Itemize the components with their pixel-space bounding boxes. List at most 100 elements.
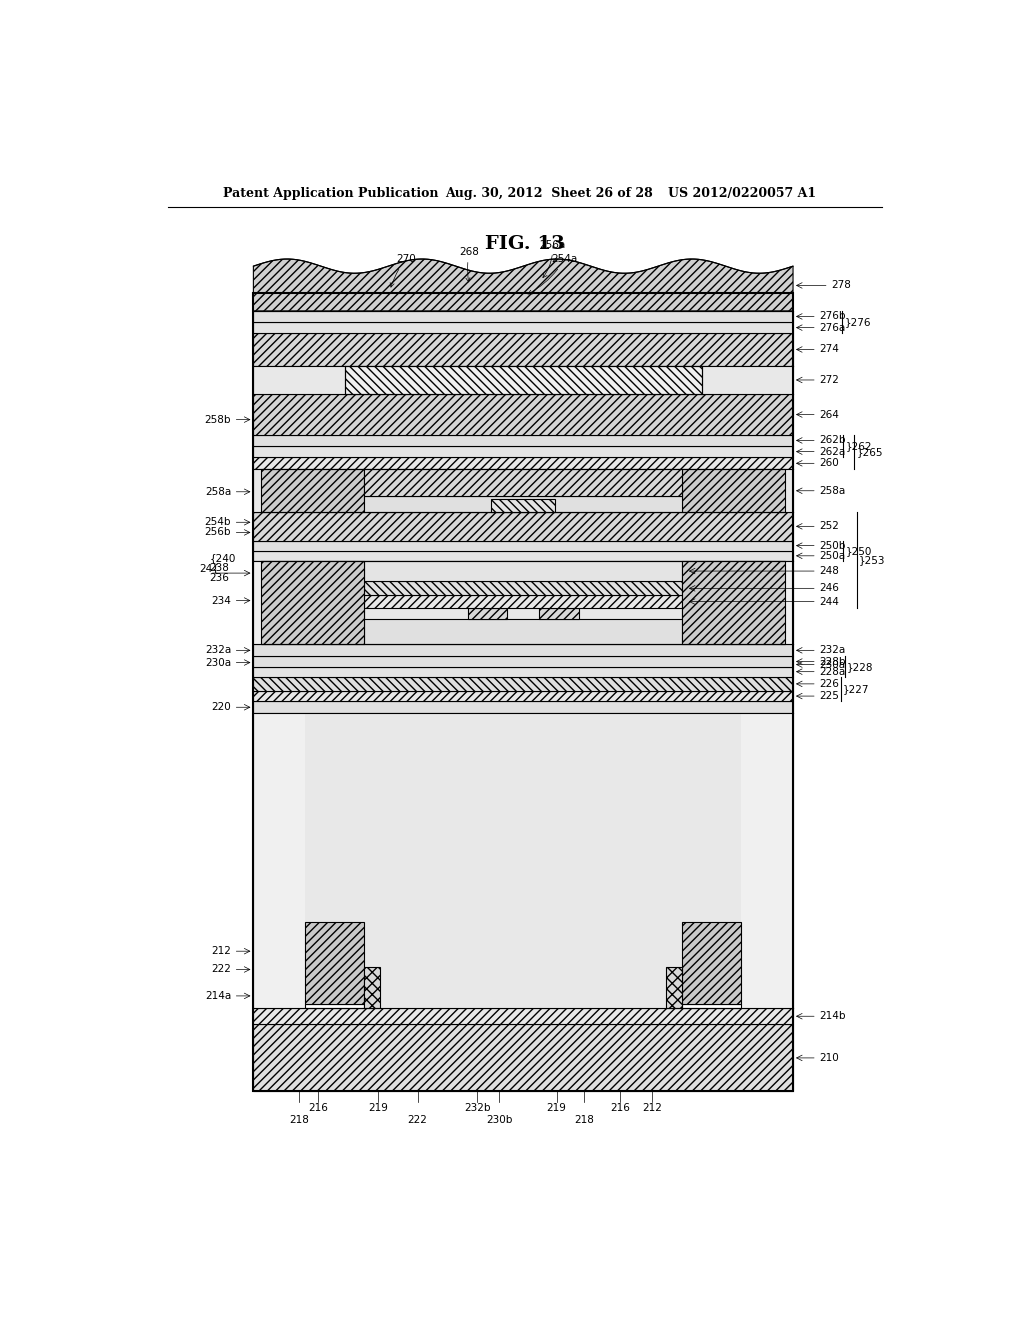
Bar [253,656,793,667]
Text: 226: 226 [819,678,839,689]
Text: 230a: 230a [205,657,231,668]
Text: 250a: 250a [819,550,846,561]
Bar [365,496,682,512]
Text: }228: }228 [847,661,873,672]
Text: 252: 252 [819,521,839,532]
Text: 258a: 258a [819,486,846,496]
Text: 228b: 228b [819,656,846,667]
Text: }262: }262 [846,441,871,451]
Bar [305,1005,365,1008]
Bar [365,619,682,644]
Text: Aug. 30, 2012  Sheet 26 of 28: Aug. 30, 2012 Sheet 26 of 28 [445,187,653,201]
Bar [666,968,682,1008]
Text: 232b: 232b [464,1102,490,1113]
Text: 228a: 228a [819,667,846,677]
Text: 250b: 250b [819,541,846,550]
Text: 218: 218 [290,1115,309,1125]
Text: 262a: 262a [819,446,846,457]
Bar [253,1008,793,1024]
Text: {240: {240 [210,553,237,562]
Bar [253,293,793,1092]
Bar [682,561,785,644]
Bar [305,921,365,1005]
Bar [741,713,793,1008]
Bar [261,470,365,512]
Text: 225: 225 [819,692,839,701]
Text: 258b: 258b [205,414,231,425]
Bar [682,921,741,1005]
Text: 274: 274 [819,345,839,355]
Bar [365,581,682,595]
Text: 264: 264 [819,409,839,420]
Bar [253,713,305,1008]
Bar [345,366,701,395]
Text: 24{: 24{ [200,564,219,573]
Text: 210: 210 [819,1053,839,1063]
Bar [682,561,785,644]
Bar [492,499,555,512]
Bar [360,581,686,595]
Bar [360,595,686,607]
Bar [253,550,793,561]
Bar [253,677,793,690]
Text: 216: 216 [308,1102,329,1113]
Bar [682,1005,741,1008]
Text: US 2012/0220057 A1: US 2012/0220057 A1 [668,187,816,201]
Bar [253,690,793,701]
Text: 260: 260 [819,458,839,469]
Text: }276: }276 [845,317,871,327]
Text: 276b: 276b [819,312,846,322]
Text: 236: 236 [210,573,229,583]
Bar [360,561,686,581]
Bar [253,541,793,550]
Bar [682,470,785,512]
Text: }227: }227 [843,684,869,694]
Polygon shape [253,259,793,312]
Text: 222: 222 [211,965,231,974]
Text: 232a: 232a [819,645,846,655]
Bar [253,470,793,512]
Bar [261,561,365,644]
Text: 254a: 254a [528,255,578,294]
Bar [253,395,793,434]
Text: 256b: 256b [205,528,231,537]
Bar [253,322,793,333]
Text: 219: 219 [547,1102,566,1113]
Bar [253,667,793,677]
Text: 238: 238 [210,564,229,573]
Text: 212: 212 [211,946,231,956]
Bar [253,713,793,1008]
Text: 214b: 214b [819,1011,846,1022]
Bar [253,457,793,470]
Text: 256a: 256a [540,240,565,277]
Bar [261,561,365,644]
Text: 258a: 258a [205,487,231,496]
Bar [253,644,793,656]
Bar [253,434,793,446]
Text: 272: 272 [819,375,839,385]
Bar [365,968,380,1008]
Text: Patent Application Publication: Patent Application Publication [223,187,438,201]
Text: }253: }253 [859,554,886,565]
Text: 220: 220 [211,702,231,713]
Text: 230b: 230b [486,1115,513,1125]
Bar [682,561,793,644]
Text: }265: }265 [856,447,883,457]
Text: 246: 246 [819,583,839,593]
Bar [468,607,507,619]
Text: 270: 270 [390,255,416,288]
Text: 216: 216 [610,1102,630,1113]
Bar [253,333,793,366]
Bar [365,470,682,496]
Bar [253,561,365,644]
Text: 268: 268 [460,247,479,282]
Text: 244: 244 [819,597,839,607]
Text: 232a: 232a [205,645,231,655]
Text: 248: 248 [819,566,839,576]
Text: }250: }250 [846,545,871,556]
Bar [539,607,579,619]
Bar [253,561,793,644]
Text: 278: 278 [831,280,851,290]
Text: 219: 219 [368,1102,388,1113]
Text: 276a: 276a [819,322,846,333]
